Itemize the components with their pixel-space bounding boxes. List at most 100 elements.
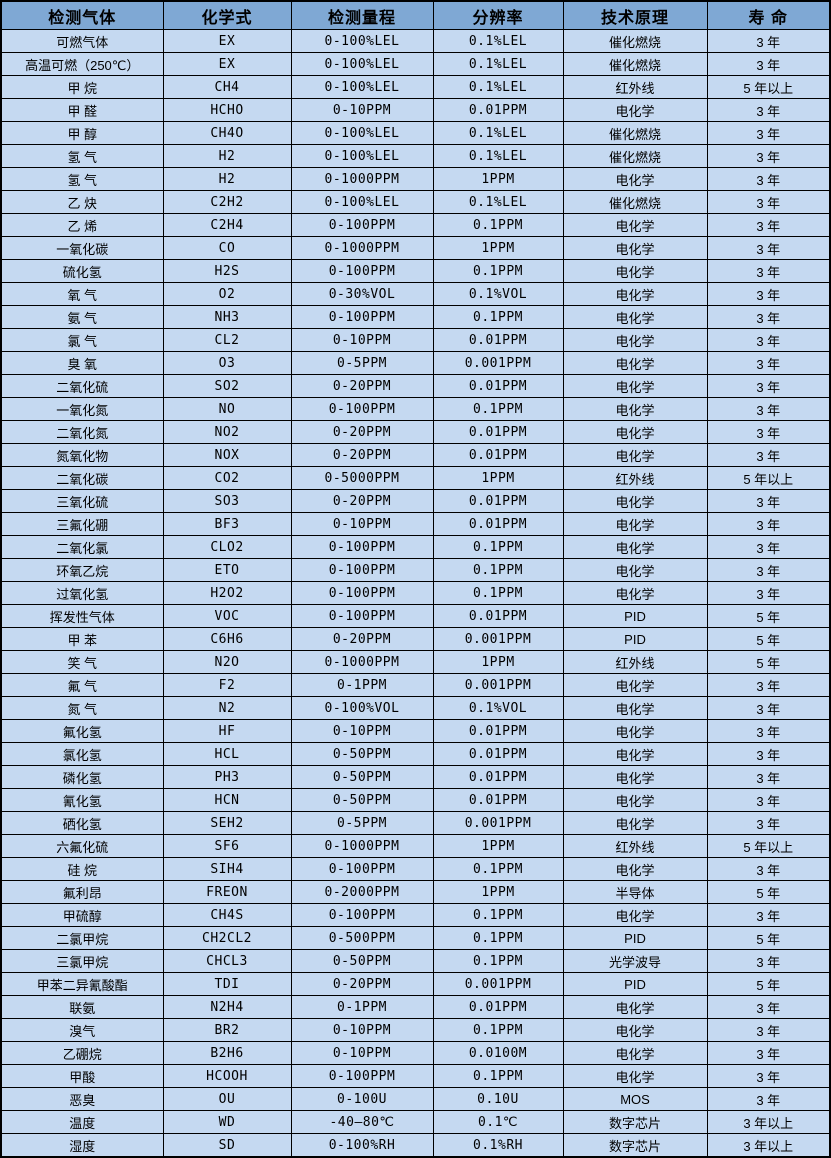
cell-gas-name: 溴气 [0,1018,164,1042]
cell-lifespan: 3 年 [706,420,831,444]
cell-resolution: 0.1PPM [432,1064,564,1088]
table-row: 六氟化硫 SF6 0-1000PPM 1PPM 红外线 5 年以上 [0,834,831,858]
table-row: 温度 WD -40—80℃ 0.1℃ 数字芯片 3 年以上 [0,1110,831,1134]
cell-detection-range: 0-20PPM [290,420,434,444]
cell-lifespan: 3 年 [706,374,831,398]
cell-technology-principle: 电化学 [562,489,708,513]
cell-detection-range: 0-5PPM [290,811,434,835]
cell-chemical-formula: OU [162,1087,292,1111]
table-row: 硒化氢 SEH2 0-5PPM 0.001PPM 电化学 3 年 [0,811,831,835]
cell-resolution: 0.1PPM [432,926,564,950]
cell-lifespan: 3 年 [706,765,831,789]
cell-detection-range: 0-100PPM [290,581,434,605]
table-row: 甲 醇 CH4O 0-100%LEL 0.1%LEL 催化燃烧 3 年 [0,121,831,145]
cell-chemical-formula: HF [162,719,292,743]
cell-lifespan: 3 年 [706,1041,831,1065]
table-row: 硫化氢 H2S 0-100PPM 0.1PPM 电化学 3 年 [0,259,831,283]
cell-lifespan: 3 年 [706,535,831,559]
cell-chemical-formula: H2S [162,259,292,283]
cell-technology-principle: 电化学 [562,535,708,559]
cell-detection-range: 0-20PPM [290,627,434,651]
cell-technology-principle: 催化燃烧 [562,52,708,76]
cell-chemical-formula: HCN [162,788,292,812]
cell-technology-principle: 电化学 [562,282,708,306]
table-row: 高温可燃（250℃） EX 0-100%LEL 0.1%LEL 催化燃烧 3 年 [0,52,831,76]
cell-gas-name: 乙硼烷 [0,1041,164,1065]
cell-technology-principle: 电化学 [562,236,708,260]
cell-gas-name: 甲 苯 [0,627,164,651]
cell-lifespan: 3 年 [706,512,831,536]
cell-detection-range: 0-100PPM [290,1064,434,1088]
cell-resolution: 0.01PPM [432,374,564,398]
cell-lifespan: 5 年以上 [706,834,831,858]
cell-resolution: 0.01PPM [432,328,564,352]
cell-lifespan: 3 年 [706,144,831,168]
cell-detection-range: 0-20PPM [290,489,434,513]
cell-lifespan: 5 年 [706,604,831,628]
cell-chemical-formula: CH4S [162,903,292,927]
cell-gas-name: 三氧化硫 [0,489,164,513]
table-row: 三氟化硼 BF3 0-10PPM 0.01PPM 电化学 3 年 [0,512,831,536]
table-row: 甲 烷 CH4 0-100%LEL 0.1%LEL 红外线 5 年以上 [0,75,831,99]
cell-lifespan: 3 年 [706,443,831,467]
cell-chemical-formula: SD [162,1133,292,1158]
cell-lifespan: 3 年 [706,696,831,720]
cell-resolution: 0.1PPM [432,259,564,283]
table-row: 臭 氧 O3 0-5PPM 0.001PPM 电化学 3 年 [0,351,831,375]
table-row: 二氧化氮 NO2 0-20PPM 0.01PPM 电化学 3 年 [0,420,831,444]
cell-technology-principle: 红外线 [562,650,708,674]
cell-technology-principle: 电化学 [562,512,708,536]
cell-detection-range: 0-1PPM [290,995,434,1019]
cell-technology-principle: 电化学 [562,719,708,743]
table-row: 可燃气体 EX 0-100%LEL 0.1%LEL 催化燃烧 3 年 [0,29,831,53]
cell-gas-name: 三氟化硼 [0,512,164,536]
table-row: 湿度 SD 0-100%RH 0.1%RH 数字芯片 3 年以上 [0,1133,831,1158]
cell-gas-name: 二氧化氮 [0,420,164,444]
cell-chemical-formula: BF3 [162,512,292,536]
cell-gas-name: 二氧化硫 [0,374,164,398]
cell-resolution: 0.1PPM [432,305,564,329]
cell-chemical-formula: CH4O [162,121,292,145]
cell-chemical-formula: HCL [162,742,292,766]
table-row: 二氯甲烷 CH2CL2 0-500PPM 0.1PPM PID 5 年 [0,926,831,950]
cell-chemical-formula: EX [162,29,292,53]
cell-detection-range: 0-1PPM [290,673,434,697]
table-row: 氧 气 O2 0-30%VOL 0.1%VOL 电化学 3 年 [0,282,831,306]
cell-gas-name: 笑 气 [0,650,164,674]
cell-lifespan: 5 年 [706,926,831,950]
cell-technology-principle: 数字芯片 [562,1110,708,1134]
cell-lifespan: 3 年 [706,489,831,513]
cell-detection-range: 0-50PPM [290,765,434,789]
cell-detection-range: 0-100%LEL [290,52,434,76]
cell-technology-principle: 电化学 [562,351,708,375]
cell-detection-range: 0-100PPM [290,397,434,421]
cell-technology-principle: 电化学 [562,788,708,812]
cell-chemical-formula: C2H2 [162,190,292,214]
cell-detection-range: 0-100%LEL [290,121,434,145]
cell-gas-name: 温度 [0,1110,164,1134]
table-row: 甲苯二异氰酸酯 TDI 0-20PPM 0.001PPM PID 5 年 [0,972,831,996]
cell-chemical-formula: WD [162,1110,292,1134]
cell-chemical-formula: NOX [162,443,292,467]
cell-detection-range: 0-10PPM [290,512,434,536]
cell-technology-principle: 电化学 [562,213,708,237]
cell-gas-name: 甲 烷 [0,75,164,99]
cell-gas-name: 氯化氢 [0,742,164,766]
cell-detection-range: 0-100PPM [290,558,434,582]
cell-chemical-formula: HCOOH [162,1064,292,1088]
table-row: 三氯甲烷 CHCL3 0-50PPM 0.1PPM 光学波导 3 年 [0,949,831,973]
cell-lifespan: 3 年 [706,857,831,881]
cell-gas-name: 恶臭 [0,1087,164,1111]
cell-resolution: 1PPM [432,650,564,674]
cell-detection-range: 0-100PPM [290,305,434,329]
cell-chemical-formula: C2H4 [162,213,292,237]
cell-lifespan: 5 年 [706,972,831,996]
cell-lifespan: 3 年 [706,121,831,145]
cell-detection-range: 0-100PPM [290,604,434,628]
cell-technology-principle: 半导体 [562,880,708,904]
cell-technology-principle: 电化学 [562,167,708,191]
table-row: 甲 醛 HCHO 0-10PPM 0.01PPM 电化学 3 年 [0,98,831,122]
cell-resolution: 0.01PPM [432,604,564,628]
table-row: 氮 气 N2 0-100%VOL 0.1%VOL 电化学 3 年 [0,696,831,720]
